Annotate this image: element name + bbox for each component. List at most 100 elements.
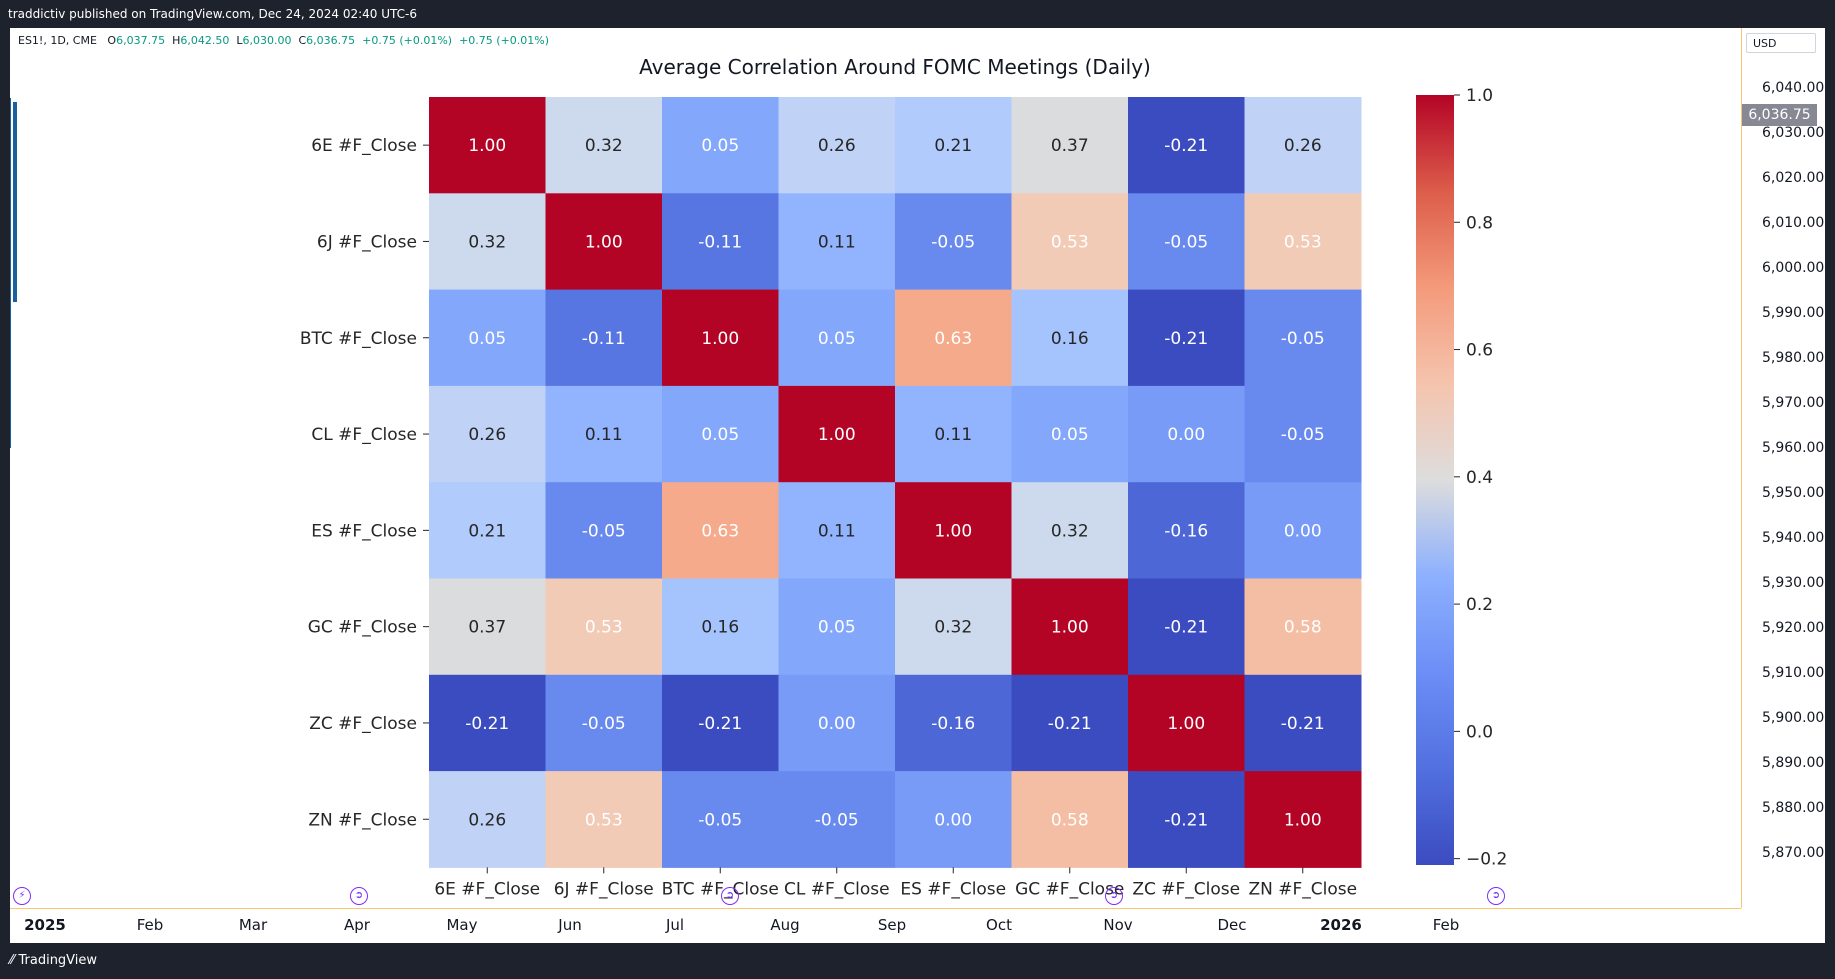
- time-axis-label: 2025: [24, 916, 66, 934]
- cell-value-label: 0.26: [468, 810, 506, 830]
- heatmap-cell: [1011, 97, 1129, 194]
- cell-value-label: 0.32: [468, 232, 506, 252]
- symbol-name[interactable]: ES1!, 1D, CME: [18, 34, 97, 47]
- change-value-2: +0.75 (+0.01%): [459, 34, 550, 47]
- published-text: traddictiv published on TradingView.com,…: [8, 7, 417, 21]
- cell-value-label: -0.21: [1164, 329, 1208, 349]
- low-value: 6,030.00: [242, 34, 292, 47]
- column-label: ES #F_Close: [900, 879, 1006, 899]
- event-marker-icon[interactable]: ⚡: [13, 887, 31, 905]
- heatmap-cell: [662, 289, 779, 387]
- column-label: ZC #F_Close: [1132, 879, 1240, 899]
- cell-value-label: 0.00: [818, 714, 856, 734]
- cell-value-label: 0.16: [701, 618, 739, 638]
- cell-value-label: 0.58: [1284, 618, 1322, 638]
- colorbar-tick-label: −0.2: [1466, 850, 1507, 870]
- event-marker-icon[interactable]: ➲: [350, 887, 368, 905]
- cell-value-label: -0.21: [1164, 810, 1208, 830]
- price-axis-label: 5,970.00: [1762, 395, 1825, 411]
- time-axis-label: Dec: [1217, 916, 1247, 934]
- time-axis-label: Apr: [344, 916, 370, 934]
- row-label: ES #F_Close: [311, 521, 417, 541]
- heatmap-cell: [1128, 482, 1245, 579]
- column-label: ZN #F_Close: [1248, 879, 1357, 899]
- cell-value-label: -0.11: [698, 232, 742, 252]
- colorbar-tick-label: 1.0: [1466, 86, 1493, 106]
- heatmap-cell: [1011, 674, 1129, 772]
- cell-value-label: 0.11: [934, 425, 972, 445]
- heatmap-cell: [1244, 482, 1362, 579]
- heatmap-cell: [1128, 97, 1245, 194]
- heatmap-cell: [778, 674, 896, 772]
- price-axis[interactable]: [1741, 28, 1825, 908]
- heatmap-cell: [1244, 97, 1362, 194]
- colorbar-tick-label: 0.6: [1466, 341, 1493, 361]
- cell-value-label: 0.11: [818, 232, 856, 252]
- event-marker-icon[interactable]: ➲: [721, 887, 739, 905]
- time-axis-label: Feb: [136, 916, 164, 934]
- heatmap-cell: [662, 193, 779, 291]
- heatmap-cell: [1128, 674, 1245, 772]
- chart-frame[interactable]: ES1!, 1D, CME O6,037.75 H6,042.50 L6,030…: [10, 28, 1825, 943]
- cell-value-label: 0.32: [934, 618, 972, 638]
- colorbar-tick-label: 0.8: [1466, 213, 1493, 233]
- column-label: 6J #F_Close: [554, 879, 654, 899]
- current-price-label: 6,036.75: [1742, 104, 1817, 126]
- heatmap-cell: [1244, 193, 1362, 291]
- cell-value-label: 0.53: [585, 618, 623, 638]
- cell-value-label: 1.00: [701, 329, 739, 349]
- heatmap-cell: [778, 771, 896, 868]
- heatmap-cell: [662, 385, 779, 483]
- time-axis[interactable]: [10, 908, 1741, 943]
- high-value: 6,042.50: [180, 34, 230, 47]
- cell-value-label: -0.11: [582, 329, 626, 349]
- heatmap-cell: [895, 289, 1012, 387]
- cell-value-label: 0.32: [585, 136, 623, 156]
- cell-value-label: 0.05: [701, 425, 739, 445]
- heatmap-cell: [1128, 289, 1245, 387]
- price-axis-label: 5,990.00: [1762, 305, 1825, 321]
- cell-value-label: -0.05: [931, 232, 975, 252]
- cell-value-label: -0.21: [1164, 136, 1208, 156]
- cell-value-label: -0.21: [698, 714, 742, 734]
- event-marker-icon[interactable]: ➲: [1105, 887, 1123, 905]
- time-axis-label: Mar: [238, 916, 268, 934]
- cell-value-label: -0.05: [1281, 329, 1325, 349]
- tradingview-logo-icon: ⁄⁄: [10, 953, 19, 968]
- tradingview-logo[interactable]: ⁄⁄ TradingView: [10, 953, 97, 968]
- heatmap-cell: [545, 97, 663, 194]
- cell-value-label: 1.00: [468, 136, 506, 156]
- price-axis-label: 5,950.00: [1762, 485, 1825, 501]
- cell-value-label: -0.21: [1281, 714, 1325, 734]
- cell-value-label: -0.05: [698, 810, 742, 830]
- price-axis-label: 5,870.00: [1762, 845, 1825, 861]
- price-axis-label: 6,030.00: [1762, 125, 1825, 141]
- price-axis-label: 5,900.00: [1762, 710, 1825, 726]
- close-value: 6,036.75: [306, 34, 356, 47]
- price-axis-label: 6,000.00: [1762, 260, 1825, 276]
- heatmap-cell: [1244, 289, 1362, 387]
- open-label: O: [107, 34, 117, 47]
- price-axis-label: 5,980.00: [1762, 350, 1825, 366]
- event-marker-icon[interactable]: ➲: [1487, 887, 1505, 905]
- heatmap-cell: [429, 674, 546, 772]
- cell-value-label: -0.05: [1164, 232, 1208, 252]
- column-label: GC #F_Close: [1015, 879, 1124, 899]
- time-axis-label: May: [446, 916, 478, 934]
- time-axis-label: Aug: [770, 916, 800, 934]
- candle-bar: [13, 102, 17, 302]
- heatmap-cell: [429, 482, 546, 579]
- currency-button[interactable]: USD: [1746, 33, 1816, 53]
- heatmap-cell: [1128, 385, 1245, 483]
- cell-value-label: 1.00: [1051, 618, 1089, 638]
- row-label: ZN #F_Close: [308, 810, 417, 830]
- heatmap-cell: [1244, 674, 1362, 772]
- cell-value-label: 0.53: [1051, 232, 1089, 252]
- heatmap-cell: [545, 193, 663, 291]
- heatmap-cell: [778, 97, 896, 194]
- price-axis-label: 5,910.00: [1762, 665, 1825, 681]
- price-axis-label: 5,940.00: [1762, 530, 1825, 546]
- cell-value-label: 0.05: [818, 618, 856, 638]
- time-axis-label: Nov: [1103, 916, 1133, 934]
- colorbar-tick-label: 0.0: [1466, 722, 1493, 742]
